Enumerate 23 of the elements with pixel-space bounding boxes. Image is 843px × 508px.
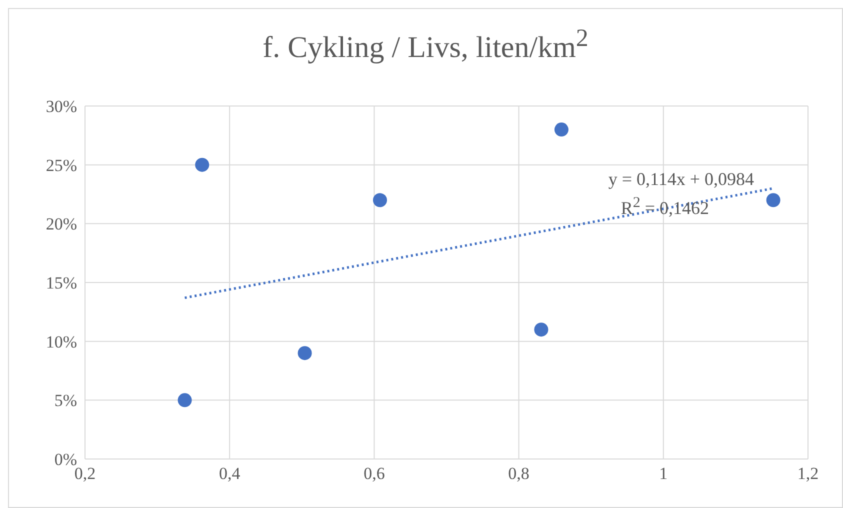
x-tick-label: 1,2: [797, 464, 819, 484]
annotation: y = 0,114x + 0,0984: [607, 168, 754, 191]
point: [534, 322, 548, 337]
y-tick-label: 15%: [46, 274, 77, 293]
annotation: R$^{2}$ = 0,1462: [620, 194, 710, 220]
y-tick-label: 10%: [46, 332, 77, 352]
point: [178, 393, 192, 408]
y-tick-label: 25%: [46, 156, 77, 175]
point: [195, 158, 210, 172]
point: [554, 122, 568, 137]
x-tick-label: 1: [659, 464, 668, 484]
y-tick-label: 20%: [46, 214, 77, 234]
point: [372, 193, 387, 208]
point: [298, 346, 312, 360]
y-tick-label: 30%: [46, 97, 77, 116]
x-tick-label: 0,6: [364, 464, 385, 484]
y-tick-label: 5%: [54, 391, 77, 410]
x-tick-label: 0,2: [74, 464, 96, 484]
y-tick-label: 0%: [54, 450, 77, 470]
x-tick-label: 0,4: [218, 464, 241, 484]
x-tick-label: 0,8: [508, 464, 530, 484]
point: [766, 193, 780, 208]
chart-title: f. Cykling / Livs, liten/km$^{2}$: [262, 25, 590, 65]
